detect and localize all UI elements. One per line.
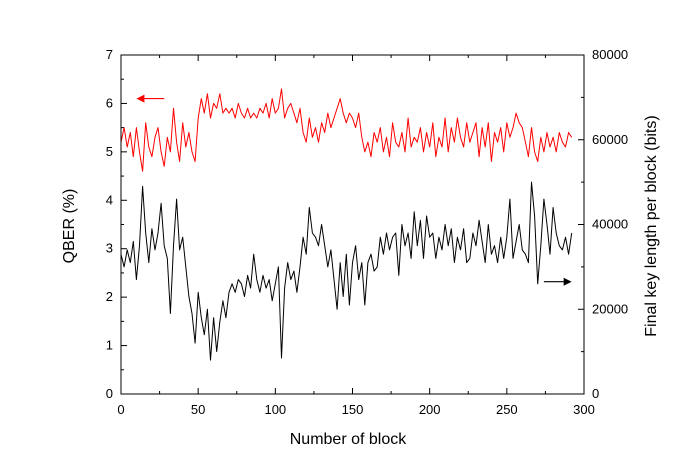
x-tick-label: 50: [191, 402, 205, 417]
x-tick-label: 300: [573, 402, 595, 417]
left-y-tick-label: 6: [106, 95, 113, 110]
right-y-axis-title: Final key length per block (bits): [643, 115, 660, 336]
axes: 0 50 100 150 200 250 3000123456702000040000600…: [106, 47, 628, 417]
key-length-series-line: [120, 181, 573, 361]
x-tick-label: 100: [264, 402, 286, 417]
right-y-tick-label: 0: [592, 386, 599, 401]
x-tick-label: 0: [117, 402, 124, 417]
plot-area: [120, 88, 573, 361]
x-tick-label: 200: [419, 402, 441, 417]
left-y-tick-label: 7: [106, 47, 113, 62]
plot-frame: [120, 54, 585, 395]
left-y-tick-label: 4: [106, 192, 113, 207]
x-tick-label: 150: [342, 402, 364, 417]
x-tick-label: 250: [496, 402, 518, 417]
right-y-tick-label: 80000: [592, 47, 628, 62]
right-y-tick-label: 20000: [592, 301, 628, 316]
right-y-tick-label: 40000: [592, 217, 628, 232]
left-y-tick-label: 5: [106, 144, 113, 159]
right-y-tick-label: 60000: [592, 132, 628, 147]
left-y-axis-title: QBER (%): [61, 189, 78, 264]
left-y-tick-label: 0: [106, 386, 113, 401]
key-length-axis-arrow-head: [563, 277, 572, 286]
x-axis-title: Number of block: [290, 431, 407, 448]
left-y-tick-label: 1: [106, 338, 113, 353]
left-y-tick-label: 3: [106, 241, 113, 256]
left-y-tick-label: 2: [106, 289, 113, 304]
qber-series-line: [120, 88, 573, 172]
qber-axis-arrow-head: [136, 94, 145, 103]
